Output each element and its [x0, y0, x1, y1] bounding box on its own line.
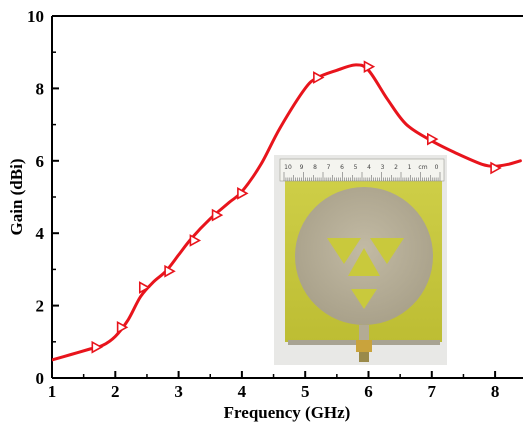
- x-tick-label: 2: [111, 382, 120, 401]
- y-axis-title: Gain (dBi): [7, 159, 26, 236]
- gain-marker: [313, 71, 325, 84]
- gain-marker: [211, 208, 224, 222]
- sma-connector: [356, 340, 372, 352]
- gain-marker: [189, 234, 202, 247]
- ruler-number: 4: [367, 164, 371, 171]
- gain-marker: [116, 320, 129, 334]
- gain-series-markers: [91, 60, 502, 354]
- x-tick-labels: 1 2 3 4 5 6 7 8: [48, 382, 500, 401]
- y-tick-label: 6: [36, 152, 45, 171]
- ruler-number: 8: [313, 164, 317, 171]
- y-tick-label: 0: [36, 369, 45, 388]
- y-tick-label: 2: [36, 297, 45, 316]
- x-tick-label: 1: [48, 382, 57, 401]
- ruler-labels: 10 9 8 7 6 5 4 3 2 1 cm 0: [284, 164, 438, 171]
- gain-marker: [237, 187, 249, 200]
- x-tick-label: 4: [238, 382, 247, 401]
- antenna-photo-inset: 10 9 8 7 6 5 4 3 2 1 cm 0: [274, 155, 447, 365]
- x-tick-label: 8: [491, 382, 500, 401]
- feed-line: [359, 325, 369, 343]
- ruler-number: 2: [394, 164, 398, 171]
- ruler-number: 9: [300, 164, 304, 171]
- gain-marker: [138, 281, 151, 294]
- y-ticks: [52, 15, 59, 379]
- x-tick-label: 3: [174, 382, 183, 401]
- ruler-number: 3: [381, 164, 385, 171]
- x-tick-label: 6: [364, 382, 373, 401]
- ruler-number: 7: [327, 164, 331, 171]
- y-tick-label: 4: [36, 224, 45, 243]
- ruler-ticks: [283, 172, 441, 181]
- ruler-number: 6: [340, 164, 344, 171]
- y-tick-labels: 0 2 4 6 8 10: [27, 7, 45, 388]
- gain-marker: [490, 161, 502, 175]
- slot-left-triangle: [327, 238, 361, 264]
- slot-bottom-triangle: [351, 289, 377, 309]
- gain-marker: [91, 340, 103, 354]
- y-tick-label: 8: [36, 79, 45, 98]
- ruler-number: 0: [435, 164, 439, 171]
- x-tick-label: 7: [428, 382, 437, 401]
- x-ticks: [51, 371, 497, 378]
- gain-marker: [363, 60, 376, 74]
- x-axis-title: Frequency (GHz): [224, 403, 351, 422]
- ruler-number: 1: [408, 164, 412, 171]
- gain-marker: [426, 132, 439, 146]
- sma-connector-tail: [359, 352, 369, 362]
- gain-marker: [164, 264, 176, 278]
- ruler-number: 10: [284, 164, 292, 171]
- slot-right-triangle: [370, 238, 404, 264]
- ruler-number: cm: [418, 164, 427, 171]
- slot-center-triangle: [348, 248, 380, 276]
- x-tick-label: 5: [301, 382, 310, 401]
- y-tick-label: 10: [27, 7, 44, 26]
- ruler-number: 5: [354, 164, 358, 171]
